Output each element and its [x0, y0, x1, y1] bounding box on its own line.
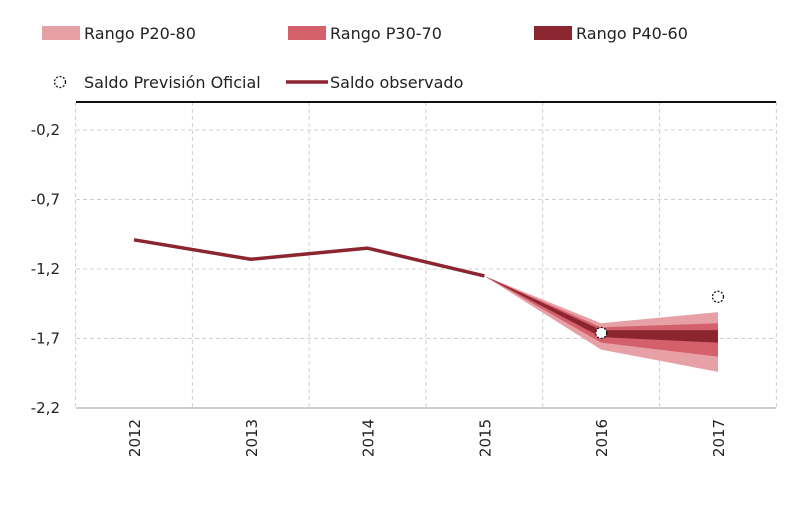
legend-label: Saldo Previsión Oficial	[84, 73, 261, 92]
forecast-point	[711, 290, 725, 303]
y-tick-label: -2,2	[31, 399, 60, 417]
x-tick-label: 2014	[360, 419, 378, 457]
y-tick-label: -0,2	[31, 121, 60, 139]
legend-label: Rango P20-80	[84, 24, 196, 43]
forecast-point	[595, 326, 608, 340]
y-tick-label: -1,2	[31, 260, 60, 278]
legend-label: Saldo observado	[330, 73, 463, 92]
legend-swatch	[42, 26, 80, 40]
legend-label: Rango P30-70	[330, 24, 442, 43]
x-tick-label: 2015	[476, 419, 494, 457]
fan-band-1	[484, 275, 718, 372]
y-tick-label: -0,7	[31, 191, 60, 209]
legend-swatch	[288, 26, 326, 40]
x-tick-label: 2016	[593, 419, 611, 457]
fan-band-3	[484, 275, 718, 343]
legend-forecast-marker	[53, 75, 67, 89]
legend-swatch	[534, 26, 572, 40]
x-tick-label: 2012	[126, 419, 144, 457]
observed-line	[133, 238, 485, 278]
x-tick-label: 2013	[243, 419, 261, 457]
x-tick-label: 2017	[710, 419, 728, 457]
y-tick-label: -1,7	[31, 330, 60, 348]
legend-label: Rango P40-60	[576, 24, 688, 43]
